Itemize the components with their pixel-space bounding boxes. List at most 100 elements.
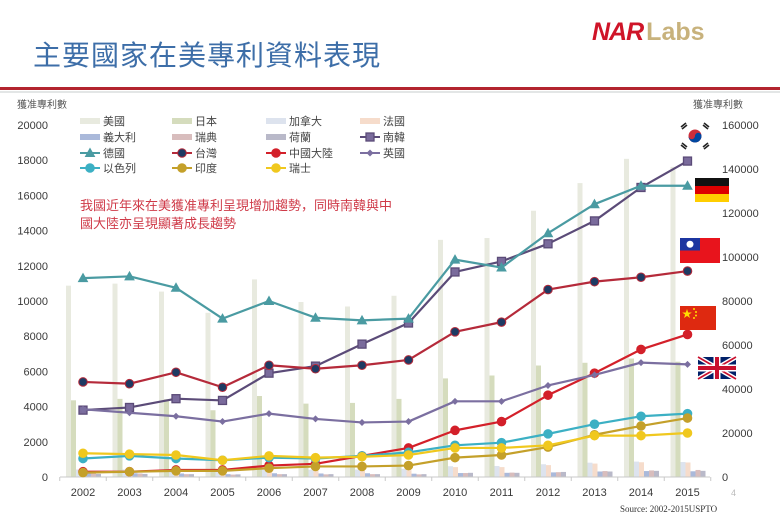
bar-series-美國 xyxy=(66,158,676,477)
legend-label: 以色列 xyxy=(103,161,136,175)
source-note: Source: 2002-2015USPTO xyxy=(620,504,718,514)
data-point xyxy=(682,180,693,190)
bar xyxy=(262,469,267,477)
data-point xyxy=(636,430,646,441)
data-point xyxy=(171,450,181,460)
legend-label: 德國 xyxy=(103,146,125,160)
bar xyxy=(298,302,304,477)
bar xyxy=(504,472,510,477)
data-point xyxy=(357,451,367,462)
left-y-tick-label: 14000 xyxy=(17,226,48,238)
data-point xyxy=(450,452,460,463)
legend-swatch xyxy=(80,118,100,124)
bar xyxy=(210,410,216,477)
data-point xyxy=(543,239,553,249)
bar xyxy=(484,238,490,477)
data-point xyxy=(589,276,600,287)
legend-item-義大利: 義大利 xyxy=(80,130,136,144)
legend-item-法國: 法國 xyxy=(360,114,405,128)
legend-item-以色列: 以色列 xyxy=(80,161,136,175)
bar xyxy=(577,183,583,477)
legend-marker xyxy=(365,132,375,142)
bar xyxy=(443,378,448,477)
data-point xyxy=(450,443,460,453)
data-point xyxy=(496,262,507,272)
bar xyxy=(308,469,314,477)
bar xyxy=(86,473,91,477)
bar xyxy=(416,474,422,477)
data-point xyxy=(358,418,366,426)
data-point xyxy=(589,430,600,441)
bar xyxy=(654,470,659,477)
bar-series-瑞典 xyxy=(91,469,701,477)
x-tick-label: 2014 xyxy=(629,487,653,499)
legend-swatch xyxy=(80,134,100,140)
bar xyxy=(551,472,556,477)
right-y-tick-label: 40000 xyxy=(722,384,753,396)
data-point xyxy=(356,314,368,325)
bar xyxy=(700,470,706,477)
legend-label: 美國 xyxy=(103,115,125,128)
data-point xyxy=(498,397,505,405)
legend-label: 瑞典 xyxy=(195,130,217,144)
legend-item-台灣: 台灣 xyxy=(172,146,217,160)
bar xyxy=(257,396,262,477)
logo-labs-text: Labs xyxy=(646,18,705,46)
bar xyxy=(448,466,453,477)
bar xyxy=(582,362,588,477)
bar xyxy=(468,472,473,477)
legend-swatch xyxy=(172,134,192,140)
data-point xyxy=(684,360,691,368)
header-divider-red xyxy=(0,87,780,90)
bar xyxy=(438,239,443,477)
data-point xyxy=(78,377,88,387)
x-tick-label: 2003 xyxy=(117,487,141,499)
data-point xyxy=(263,295,275,305)
line-series-瑞士 xyxy=(78,428,693,466)
china-flag-icon xyxy=(680,306,716,330)
bar xyxy=(634,461,639,477)
legend-swatch xyxy=(360,118,380,124)
legend-label: 英國 xyxy=(383,146,405,160)
bar xyxy=(66,285,71,477)
bar xyxy=(355,469,360,477)
bar xyxy=(509,472,515,477)
data-point xyxy=(78,448,88,459)
data-point xyxy=(496,443,507,453)
bar xyxy=(365,473,370,477)
data-point xyxy=(219,418,226,426)
data-point xyxy=(405,418,412,426)
series-line xyxy=(82,412,688,462)
taiwan-flag-icon xyxy=(680,238,720,263)
bar xyxy=(117,398,123,477)
data-point xyxy=(589,419,600,430)
x-tick-label: 2010 xyxy=(443,487,467,499)
bar xyxy=(489,375,495,477)
bar xyxy=(463,473,468,477)
bar xyxy=(189,474,194,477)
bar xyxy=(230,474,236,477)
page-number: 4 xyxy=(731,488,736,498)
x-tick-label: 2008 xyxy=(350,487,374,499)
bar xyxy=(607,471,613,477)
data-point xyxy=(543,440,553,451)
data-point xyxy=(403,450,414,460)
legend-label: 南韓 xyxy=(383,131,405,144)
line-series-英國 xyxy=(79,359,691,426)
data-point xyxy=(264,360,274,371)
left-y-tick-label: 0 xyxy=(42,472,48,484)
bar xyxy=(313,470,319,477)
bar xyxy=(318,473,324,477)
legend-item-瑞典: 瑞典 xyxy=(172,130,217,144)
bar xyxy=(541,464,546,477)
series-line xyxy=(82,431,688,462)
right-y-tick-label: 60000 xyxy=(722,340,753,352)
data-point xyxy=(496,317,507,327)
data-point xyxy=(124,466,135,477)
data-point xyxy=(543,390,553,400)
bar xyxy=(556,472,561,477)
legend-item-日本: 日本 xyxy=(172,114,217,128)
bar xyxy=(137,473,143,477)
x-tick-label: 2004 xyxy=(164,487,188,499)
data-point xyxy=(217,455,228,466)
